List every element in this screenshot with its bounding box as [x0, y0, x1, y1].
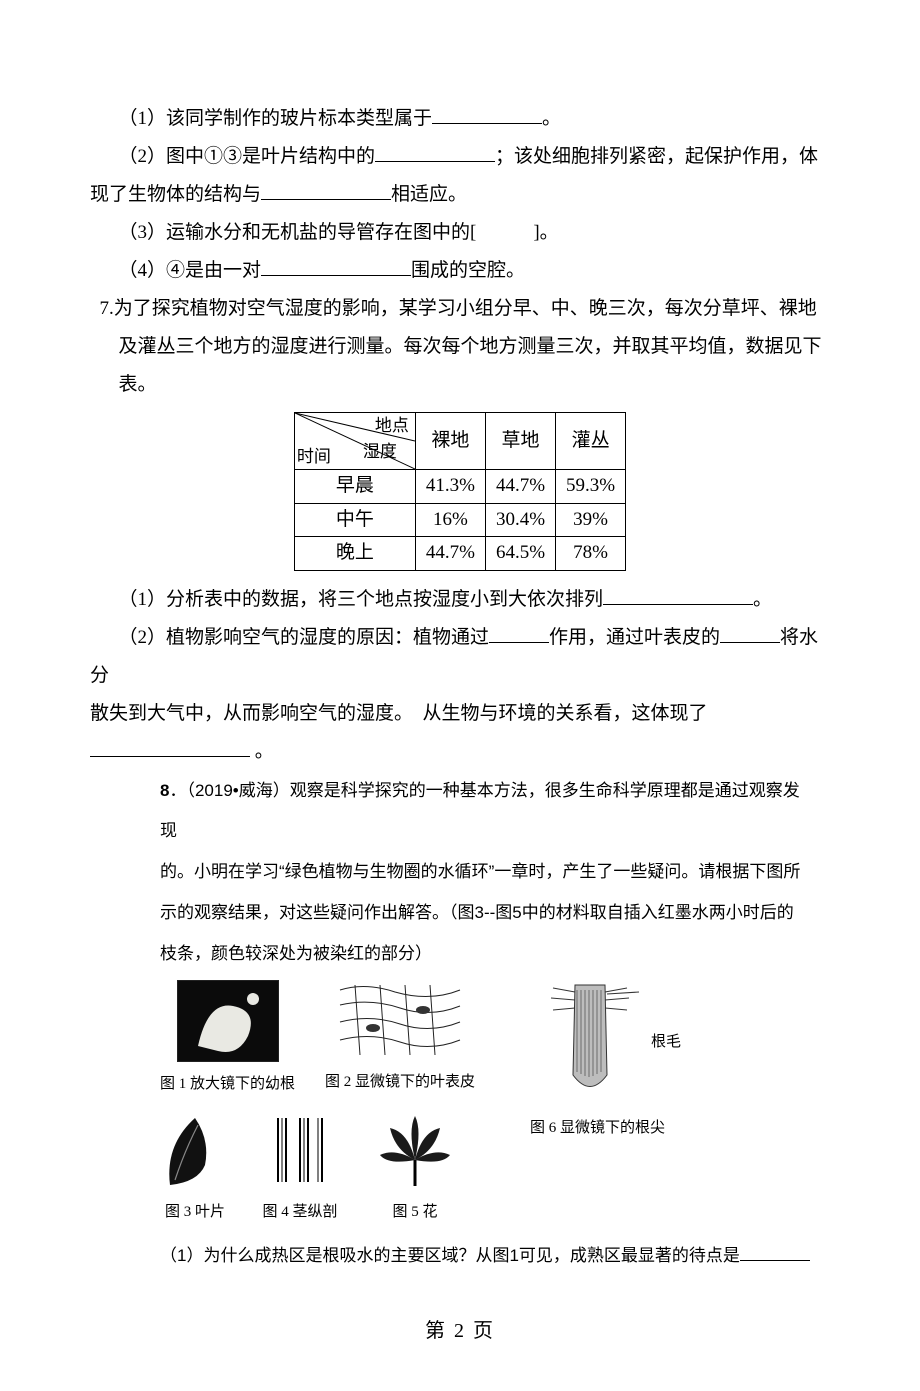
text: （2）植物影响空气的湿度的原因：植物通过: [119, 627, 490, 648]
fig3-image: [160, 1110, 230, 1190]
cell: 44.7%: [485, 470, 555, 504]
cell: 30.4%: [485, 503, 555, 537]
blank[interactable]: [90, 737, 250, 757]
blank[interactable]: [261, 256, 411, 276]
fig2-image: [335, 980, 465, 1060]
humidity-table: 地点 湿度 时间 裸地 草地 灌丛 早晨 41.3% 44.7% 59.3% 中…: [294, 412, 626, 571]
text: （1）为什么成热区是根吸水的主要区域？从图1可见，成熟区最显著的待点是: [160, 1246, 740, 1265]
cell: 16%: [415, 503, 485, 537]
fig6-caption: 图 6 显微镜下的根尖: [530, 1110, 665, 1146]
col-header: 灌丛: [556, 413, 626, 470]
text: 散失到大气中，从而影响空气的湿度。 从生物与环境的关系看，这体现了: [90, 703, 708, 724]
fig-4: 图 4 茎纵剖: [260, 1110, 340, 1230]
text: 。: [542, 108, 561, 129]
text: 相适应。: [391, 184, 467, 205]
text: 围成的空腔。: [411, 260, 525, 281]
text: 及灌丛三个地方的湿度进行测量。每次每个地方测量三次，并取其平均值，数据见下: [119, 336, 822, 357]
row-label: 晚上: [294, 537, 415, 571]
root-hair-label: 根毛: [651, 1024, 681, 1060]
row-label: 中午: [294, 503, 415, 537]
q8-lead1: 8．（2019•威海）观察是科学探究的一种基本方法，很多生命科学原理都是通过观察…: [160, 771, 810, 853]
figure-row-2: 图 3 叶片 图 4: [160, 1110, 810, 1230]
text: 7.为了探究植物对空气湿度的影响，某学习小组分早、中、晚三次，每次分草坪、裸地: [100, 298, 817, 319]
root-tip-image: [535, 980, 645, 1100]
cell: 59.3%: [556, 470, 626, 504]
text: ；该处细胞排列紧密，起保护作用，体: [495, 146, 818, 167]
page-footer: 第 2 页: [90, 1311, 830, 1351]
fig5-caption: 图 5 花: [392, 1194, 437, 1230]
qA-2b: 现了生物体的结构与 相适应。: [90, 176, 830, 214]
text: （1）该同学制作的玻片标本类型属于: [119, 108, 433, 129]
text: ．（2019•威海）观察是科学探究的一种基本方法，很多生命科学原理都是通过观察发…: [160, 781, 800, 841]
text: （3）运输水分和无机盐的导管存在图中的[ ]。: [119, 222, 559, 243]
page: （1）该同学制作的玻片标本类型属于。 （2）图中①③是叶片结构中的；该处细胞排列…: [0, 0, 920, 1391]
q7-p2b: 散失到大气中，从而影响空气的湿度。 从生物与环境的关系看，这体现了 。: [90, 695, 830, 771]
q8-lead3: 示的观察结果，对这些疑问作出解答。（图3--图5中的材料取自插入红墨水两小时后的: [160, 893, 810, 934]
col-header: 裸地: [415, 413, 485, 470]
diag-header-cell: 地点 湿度 时间: [294, 413, 415, 470]
q8-block: 8．（2019•威海）观察是科学探究的一种基本方法，很多生命科学原理都是通过观察…: [90, 771, 830, 1278]
fig4-caption: 图 4 茎纵剖: [262, 1194, 337, 1230]
table-header-row: 地点 湿度 时间 裸地 草地 灌丛: [294, 413, 625, 470]
qA-1: （1）该同学制作的玻片标本类型属于 。: [90, 100, 830, 138]
table-row: 中午 16% 30.4% 39%: [294, 503, 625, 537]
q7-p1: （1）分析表中的数据，将三个地点按湿度小到大依次排列 。: [90, 581, 830, 619]
fig5-image: [370, 1110, 460, 1190]
cell: 41.3%: [415, 470, 485, 504]
q8-lead2: 的。小明在学习“绿色植物与生物圈的水循环”一章时，产生了一些疑问。请根据下图所: [160, 852, 810, 893]
blank[interactable]: [261, 180, 391, 200]
cell: 64.5%: [485, 537, 555, 571]
blank[interactable]: [489, 623, 549, 643]
text: 枝条，颜色较深处为被染红的部分）: [160, 944, 432, 963]
fig-root-tip: 根毛: [535, 980, 681, 1104]
q7-lead1: 7.为了探究植物对空气湿度的影响，某学习小组分早、中、晚三次，每次分草坪、裸地: [90, 290, 830, 328]
qA-2a: （2）图中①③是叶片结构中的 ；该处细胞排列紧密，起保护作用，体: [90, 138, 830, 176]
q7-lead3: 表。: [90, 366, 830, 404]
fig-1: 图 1 放大镜下的幼根: [160, 980, 295, 1104]
fig-2: 图 2 显微镜下的叶表皮: [325, 980, 475, 1104]
fig1-caption: 图 1 放大镜下的幼根: [160, 1066, 295, 1102]
figure-row-1: 图 1 放大镜下的幼根: [160, 980, 810, 1104]
row-label: 早晨: [294, 470, 415, 504]
cell: 39%: [556, 503, 626, 537]
blank[interactable]: [603, 585, 753, 605]
text: 。: [250, 741, 274, 762]
text: 表。: [119, 374, 157, 395]
fig2-caption: 图 2 显微镜下的叶表皮: [325, 1064, 475, 1100]
text: 的。小明在学习“绿色植物与生物圈的水循环”一章时，产生了一些疑问。请根据下图所: [160, 862, 800, 881]
cell: 78%: [556, 537, 626, 571]
col-header: 草地: [485, 413, 555, 470]
text: 作用，通过叶表皮的: [549, 627, 720, 648]
text: （1）分析表中的数据，将三个地点按湿度小到大依次排列: [119, 589, 604, 610]
text: 示的观察结果，对这些疑问作出解答。（图3--图5中的材料取自插入红墨水两小时后的: [160, 903, 794, 922]
fig-3: 图 3 叶片: [160, 1110, 230, 1230]
q8-sub1: （1）为什么成热区是根吸水的主要区域？从图1可见，成熟区最显著的待点是: [160, 1236, 810, 1277]
blank[interactable]: [720, 623, 780, 643]
diag-bot-label: 时间: [297, 444, 331, 470]
fig3-caption: 图 3 叶片: [165, 1194, 225, 1230]
blank[interactable]: [432, 104, 542, 124]
cell: 44.7%: [415, 537, 485, 571]
text: 。: [753, 589, 772, 610]
table-row: 早晨 41.3% 44.7% 59.3%: [294, 470, 625, 504]
diag-mid-label: 湿度: [363, 439, 397, 465]
q7-lead2: 及灌丛三个地方的湿度进行测量。每次每个地方测量三次，并取其平均值，数据见下: [90, 328, 830, 366]
qA-4: （4）④是由一对 围成的空腔。: [90, 252, 830, 290]
fig4-image: [260, 1110, 340, 1190]
q7-p2a: （2）植物影响空气的湿度的原因：植物通过作用，通过叶表皮的将水分: [90, 619, 830, 695]
fig-6: 图 6 显微镜下的根尖: [530, 1110, 665, 1230]
fig1-image: [177, 980, 279, 1062]
blank[interactable]: [740, 1243, 810, 1261]
q8-lead4: 枝条，颜色较深处为被染红的部分）: [160, 934, 810, 975]
diag-top-label: 地点: [375, 413, 409, 439]
text: （2）图中①③是叶片结构中的: [119, 146, 376, 167]
qA-3: （3）运输水分和无机盐的导管存在图中的[ ]。: [90, 214, 830, 252]
fig-5: 图 5 花: [370, 1110, 460, 1230]
blank[interactable]: [375, 142, 495, 162]
table-row: 晚上 44.7% 64.5% 78%: [294, 537, 625, 571]
text: （4）④是由一对: [119, 260, 262, 281]
text: 现了生物体的结构与: [90, 184, 261, 205]
